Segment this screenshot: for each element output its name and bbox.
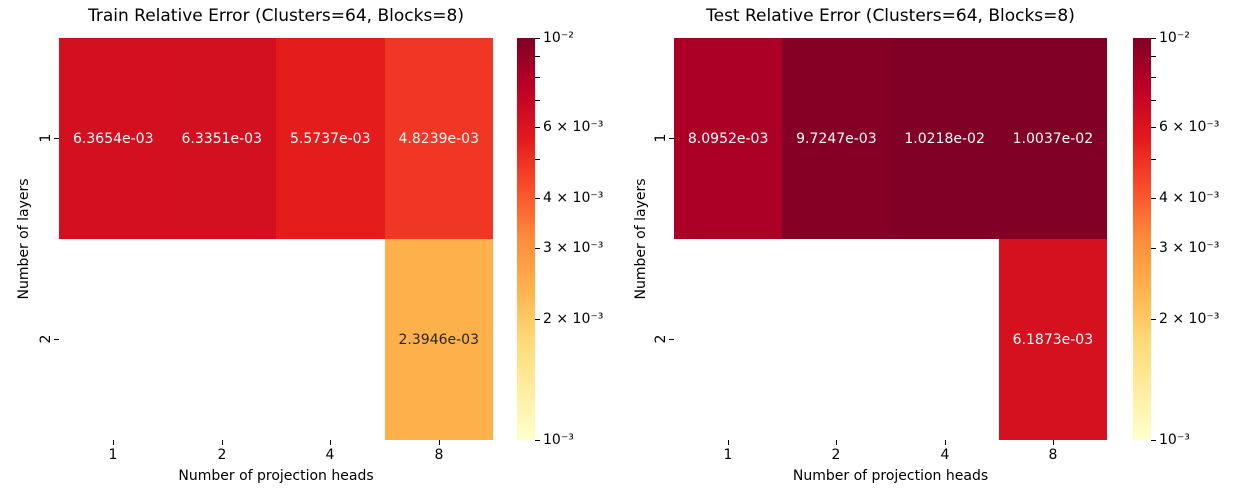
- y-tick-label: 2: [653, 334, 669, 344]
- x-tick: [222, 440, 223, 445]
- colorbar-tick-label: 10⁻²: [1159, 30, 1190, 46]
- heatmap-cell: 5.5737e-03: [276, 38, 385, 239]
- colorbar-tick-label: 2 × 10⁻³: [1159, 310, 1220, 327]
- heatmap-cell-empty: [674, 239, 783, 440]
- colorbar-tick: [1151, 127, 1156, 129]
- x-tick: [330, 440, 331, 445]
- y-tick: [669, 339, 674, 340]
- x-tick-label: 1: [723, 447, 733, 463]
- x-tick-label: 2: [831, 447, 841, 463]
- colorbar-tick: [535, 197, 540, 199]
- heatmap-cell: 1.0037e-02: [998, 38, 1107, 239]
- y-axis-label: Number of layers: [633, 178, 649, 300]
- colorbar-tick: [535, 38, 540, 39]
- x-tick-label: 8: [1048, 447, 1058, 463]
- colorbar-minor-tick: [535, 56, 540, 58]
- x-tick-label: 2: [217, 447, 227, 463]
- y-tick-label: 1: [38, 133, 54, 143]
- x-tick: [945, 440, 946, 445]
- colorbar-tick: [1151, 318, 1156, 320]
- heatmap-cell: 8.0952e-03: [674, 38, 783, 239]
- x-tick-label: 4: [940, 447, 950, 463]
- x-tick-label: 1: [108, 447, 118, 463]
- colorbar-minor-tick: [1151, 56, 1156, 58]
- colorbar-minor-tick: [535, 100, 540, 102]
- test-colorbar: 10⁻² 6 × 10⁻³ 4 × 10⁻³ 3 × 10⁻³ 2 × 10⁻³…: [1133, 30, 1219, 448]
- y-tick-label: 2: [38, 334, 54, 344]
- heatmap-cell: 6.1873e-03: [998, 239, 1107, 440]
- colorbar-tick: [1151, 38, 1156, 39]
- colorbar-minor-tick: [535, 76, 540, 78]
- x-tick-label: 4: [325, 447, 335, 463]
- heatmap-cell: 4.8239e-03: [384, 38, 493, 239]
- colorbar-tick-label: 10⁻²: [543, 30, 574, 46]
- colorbar-tick-label: 6 × 10⁻³: [1159, 119, 1220, 136]
- colorbar-tick: [535, 318, 540, 320]
- x-tick: [1053, 440, 1054, 445]
- colorbar-tick: [1151, 197, 1156, 199]
- heatmap-cell: 9.7247e-03: [782, 38, 891, 239]
- heatmap-cell: 2.3946e-03: [384, 239, 493, 440]
- heatmap-cell-empty: [782, 239, 891, 440]
- x-axis-label: Number of projection heads: [178, 468, 374, 484]
- colorbar-tick-label: 4 × 10⁻³: [543, 189, 604, 206]
- colorbar-tick: [535, 440, 540, 441]
- heatmap-cell: 6.3351e-03: [167, 38, 276, 239]
- heatmap-cell-empty: [59, 239, 168, 440]
- heatmap-cell-empty: [167, 239, 276, 440]
- test-title: Test Relative Error (Clusters=64, Blocks…: [706, 6, 1075, 26]
- colorbar-tick: [535, 248, 540, 250]
- train-colorbar: 10⁻² 6 × 10⁻³ 4 × 10⁻³ 3 × 10⁻³ 2 × 10⁻³…: [517, 30, 603, 448]
- x-tick: [728, 440, 729, 445]
- x-tick: [836, 440, 837, 445]
- y-axis-label: Number of layers: [16, 178, 32, 300]
- train-title: Train Relative Error (Clusters=64, Block…: [87, 6, 465, 26]
- colorbar-minor-tick: [1151, 76, 1156, 78]
- heatmap-cell-empty: [890, 239, 999, 440]
- test-heatmap: 8.0952e-03 9.7247e-03 1.0218e-02 1.0037e…: [674, 38, 1107, 440]
- y-tick-label: 1: [653, 133, 669, 143]
- colorbar-tick-label: 6 × 10⁻³: [543, 119, 604, 136]
- heatmap-cell-empty: [276, 239, 385, 440]
- colorbar-tick: [535, 127, 540, 129]
- y-tick: [54, 339, 59, 340]
- train-heatmap: 6.3654e-03 6.3351e-03 5.5737e-03 4.8239e…: [59, 38, 493, 440]
- heatmap-cell: 1.0218e-02: [890, 38, 999, 239]
- colorbar-tick: [1151, 248, 1156, 250]
- colorbar-minor-tick: [1151, 100, 1156, 102]
- colorbar-tick-label: 10⁻³: [1159, 432, 1190, 448]
- colorbar-tick-label: 3 × 10⁻³: [1159, 240, 1220, 257]
- colorbar-tick-label: 3 × 10⁻³: [543, 240, 604, 257]
- x-tick: [439, 440, 440, 445]
- heatmap-cell: 6.3654e-03: [59, 38, 168, 239]
- colorbar-minor-tick: [1151, 159, 1156, 160]
- colorbar-tick: [1151, 440, 1156, 441]
- colorbar-minor-tick: [535, 159, 540, 160]
- colorbar-tick-label: 4 × 10⁻³: [1159, 189, 1220, 206]
- x-tick-label: 8: [434, 447, 444, 463]
- x-tick: [113, 440, 114, 445]
- y-tick: [669, 138, 674, 139]
- colorbar-tick-label: 2 × 10⁻³: [543, 310, 604, 327]
- x-axis-label: Number of projection heads: [792, 468, 989, 484]
- y-tick: [54, 138, 59, 139]
- colorbar-tick-label: 10⁻³: [543, 432, 574, 448]
